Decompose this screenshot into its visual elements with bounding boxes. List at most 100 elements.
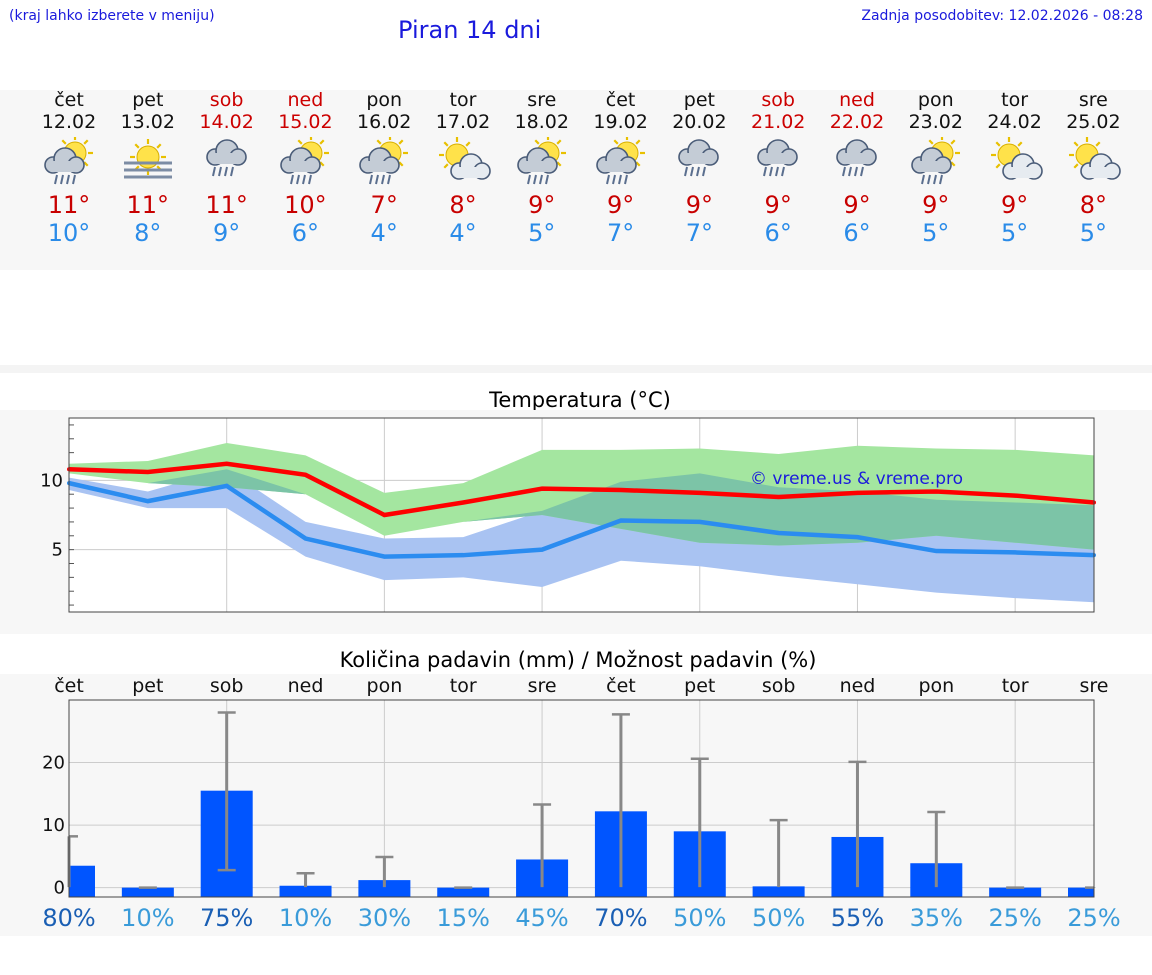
max-temp-point — [303, 472, 308, 477]
max-temp-point — [382, 513, 387, 517]
min-temp-point — [461, 553, 466, 558]
min-temp-point — [382, 554, 387, 559]
day-column: čet 12.02 11° 10° — [29, 89, 109, 247]
temp-max: 9° — [528, 191, 556, 219]
temp-min: 8° — [134, 219, 162, 247]
day-date: 22.02 — [829, 111, 885, 133]
day-date: 21.02 — [750, 111, 806, 133]
day-name: pet — [683, 89, 715, 111]
forecast-panel — [0, 90, 1152, 270]
temp-min: 5° — [922, 219, 950, 247]
temp-max: 9° — [922, 191, 950, 219]
precip-probability: 55% — [831, 904, 884, 932]
temperature-chart-title: Temperatura (°C) — [489, 388, 671, 412]
min-temp-line — [68, 480, 1095, 559]
max-temp-point — [461, 500, 466, 505]
day-column: pon 23.02 9° 5° — [896, 89, 976, 247]
day-label: sob — [762, 675, 796, 697]
temp-max: 8° — [1079, 191, 1108, 219]
precip-probability: 50% — [673, 904, 726, 932]
day-date: 17.02 — [435, 111, 491, 133]
day-date: 23.02 — [908, 111, 963, 133]
overlap-band — [69, 469, 1094, 550]
min-temp-point — [540, 547, 545, 552]
max-temp-point — [1013, 493, 1018, 498]
cloud-rain-icon — [757, 139, 798, 177]
sun-cloud-rain-icon — [516, 137, 566, 185]
day-column: sre 25.02 8° 5° — [1053, 89, 1133, 247]
day-name: pon — [917, 89, 954, 111]
precipitation-chart-title: Količina padavin (mm) / Možnost padavin … — [339, 648, 817, 672]
day-name: sre — [1078, 89, 1108, 111]
plot-frame — [68, 699, 1095, 898]
temp-min: 7° — [606, 219, 635, 247]
temp-min: 6° — [291, 219, 320, 247]
sun-cloud-rain-icon — [595, 137, 645, 185]
precip-bar — [69, 865, 95, 897]
min-temp-point — [697, 519, 702, 524]
day-label: sre — [528, 675, 557, 697]
precip-probability: 75% — [200, 904, 253, 932]
precip-probability: 10% — [279, 904, 332, 932]
precip-probability: 45% — [515, 904, 568, 932]
cloud-rain-icon — [205, 139, 247, 177]
day-label: pon — [367, 675, 403, 697]
sun-cloud-icon — [1069, 137, 1122, 180]
y-tick-label: 20 — [42, 753, 65, 774]
day-date: 12.02 — [41, 111, 97, 133]
precip-probability: 25% — [1067, 904, 1120, 932]
sun-cloud-rain-icon — [910, 137, 960, 185]
sun-cloud-icon — [990, 137, 1043, 180]
max-temp-point — [855, 490, 860, 495]
temp-max: 7° — [370, 191, 398, 219]
temp-max: 9° — [843, 191, 871, 219]
day-column: čet 19.02 9° 7° — [581, 89, 661, 247]
temp-max: 11° — [47, 191, 91, 219]
day-column: pet 20.02 9° 7° — [659, 89, 739, 247]
temp-max: 9° — [606, 191, 635, 219]
day-name: ned — [839, 89, 875, 111]
day-name: pet — [132, 89, 164, 111]
precip-bar — [1068, 887, 1094, 897]
max-temp-point — [934, 489, 939, 494]
sun-cloud-rain-icon — [359, 137, 409, 185]
y-tick-label: 0 — [54, 878, 65, 899]
precip-probability: 35% — [910, 904, 963, 932]
cloud-rain-icon — [836, 139, 877, 177]
precip-bar — [358, 880, 411, 897]
page-title: Piran 14 dni — [398, 16, 542, 44]
min-temp-point — [855, 535, 860, 540]
day-label: ned — [288, 675, 324, 697]
max-temp-point — [618, 488, 623, 493]
temp-min: 5° — [1079, 219, 1108, 247]
day-column: pon 16.02 7° 4° — [344, 89, 424, 247]
temperature-chart: 5 10 © vreme.us & vreme.pro — [0, 410, 1152, 634]
precip-probability: 15% — [437, 904, 490, 932]
temp-min: 5° — [528, 219, 556, 247]
day-column: pet 13.02 11° 8° — [108, 89, 188, 247]
day-name: tor — [1001, 89, 1029, 111]
min-temp-point — [145, 499, 150, 504]
temp-max: 9° — [685, 191, 714, 219]
day-label: pon — [918, 675, 954, 697]
sun-cloud-icon — [439, 137, 491, 180]
location-hint[interactable]: (kraj lahko izberete v meniju) — [9, 8, 215, 24]
day-name: sob — [209, 89, 244, 111]
day-column: ned 22.02 9° 6° — [817, 89, 897, 247]
min-temp-point — [1013, 550, 1018, 555]
temp-min: 6° — [843, 219, 871, 247]
precip-probability: 30% — [358, 904, 411, 932]
day-column: sob 14.02 11° 9° — [187, 89, 267, 247]
y-tick-label: 10 — [40, 470, 63, 491]
max-temp-point — [697, 490, 702, 495]
y-tick-label: 10 — [42, 815, 65, 836]
day-column: tor 24.02 9° 5° — [975, 89, 1055, 247]
day-label: pet — [132, 675, 163, 697]
day-name: čet — [54, 89, 84, 111]
day-date: 16.02 — [356, 111, 412, 133]
day-name: sre — [527, 89, 557, 111]
day-label: tor — [450, 675, 477, 697]
day-date: 19.02 — [593, 111, 648, 133]
precip-bar — [752, 886, 805, 897]
day-label: sob — [210, 675, 244, 697]
